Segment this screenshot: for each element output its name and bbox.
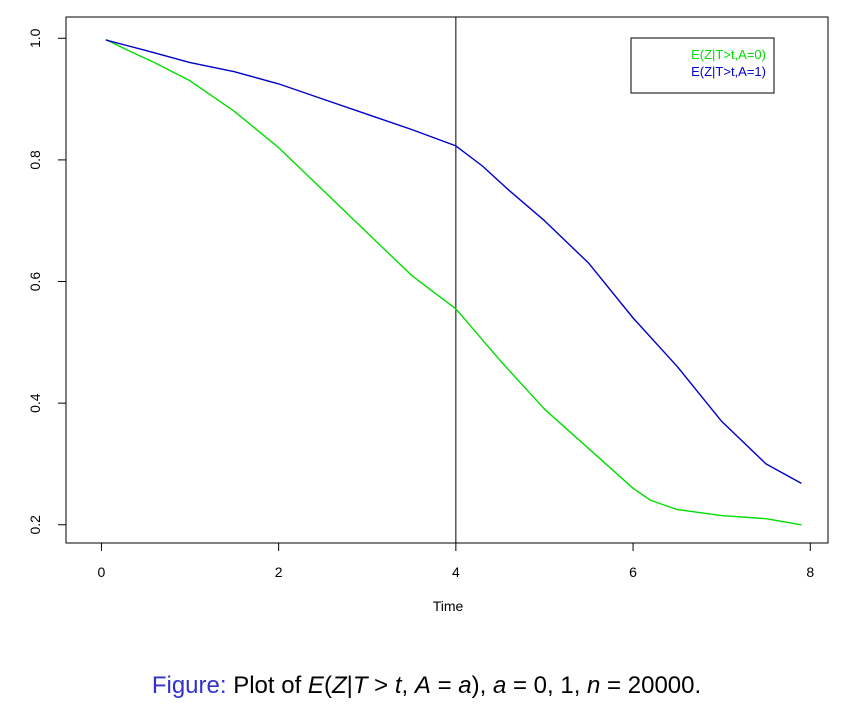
x-axis-title: Time (433, 598, 464, 614)
legend: E(Z|T>t,A=0) E(Z|T>t,A=1) (630, 37, 775, 94)
figure-caption: Figure: Plot of E(Z|T > t, A = a), a = 0… (0, 672, 853, 700)
x-tick-label: 2 (275, 564, 283, 580)
caption-formula: E(Z|T > t, A = a), a = 0, 1, n = (307, 672, 622, 699)
caption-text-suffix: 20000. (627, 672, 702, 699)
series-line-1 (105, 39, 802, 485)
legend-label-a1: E(Z|T>t,A=1) (691, 64, 766, 79)
y-tick-label: 1.0 (27, 28, 43, 48)
y-axis: 0.2 0.4 0.6 0.8 1.0 (27, 28, 67, 535)
caption-label: Figure: (151, 672, 227, 699)
y-tick-label: 0.2 (27, 515, 43, 535)
y-tick-label: 0.6 (27, 272, 43, 292)
x-tick-label: 6 (629, 564, 637, 580)
legend-label-a0: E(Z|T>t,A=0) (691, 47, 766, 62)
y-tick-label: 0.8 (27, 150, 43, 170)
x-tick-label: 8 (806, 564, 814, 580)
legend-box (630, 37, 775, 94)
series-layer (105, 38, 802, 526)
x-tick-label: 0 (98, 564, 106, 580)
line-chart: 0 2 4 6 8 0.2 0.4 0.6 0.8 1.0 Time E(Z|T>t,A=0) … (27, 16, 829, 614)
x-tick-label: 4 (452, 564, 460, 580)
caption-text-prefix: Plot of (233, 672, 302, 699)
x-axis: 0 2 4 6 8 (98, 542, 814, 580)
series-line-0 (105, 38, 802, 526)
plot-frame (65, 16, 829, 544)
y-tick-label: 0.4 (27, 393, 43, 413)
